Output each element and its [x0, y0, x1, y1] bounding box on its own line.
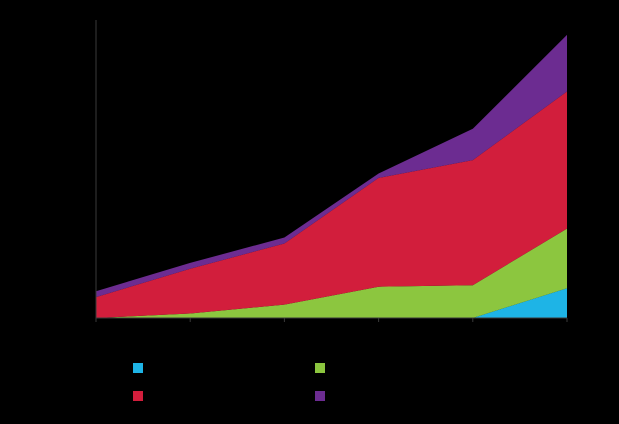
area-series-3	[96, 91, 567, 318]
legend-swatch	[133, 391, 143, 401]
area-series-group	[96, 34, 567, 318]
legend-item-1	[133, 363, 143, 373]
legend-swatch	[315, 363, 325, 373]
legend-item-3	[133, 391, 143, 401]
legend-item-4	[315, 391, 325, 401]
area-series-1	[96, 288, 567, 318]
legend-swatch	[133, 363, 143, 373]
area-series-2	[96, 228, 567, 318]
legend-item-2	[315, 363, 325, 373]
x-axis-ticks	[95, 318, 568, 322]
legend-swatch	[315, 391, 325, 401]
